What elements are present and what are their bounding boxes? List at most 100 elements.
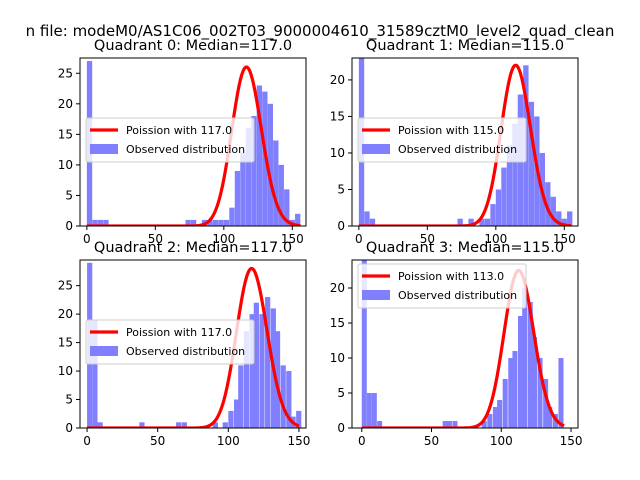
legend-swatch-observed [362,144,390,154]
histogram-bar [522,288,528,428]
histogram-bar [273,140,279,226]
histogram-bar [245,128,252,226]
subplot-title: Quadrant 2: Median=117.0 [94,240,292,256]
axes-frame [79,57,307,227]
x-tick-label: 150 [287,434,310,448]
histogram-bar [371,393,377,428]
histogram-bar [251,116,257,226]
histogram-bar [468,218,474,226]
x-tick-label: 100 [212,232,235,246]
histogram-bar [442,421,448,428]
x-tick-label: 0 [358,434,366,448]
x-tick-label: 150 [281,232,304,246]
histogram-bar [103,219,109,226]
y-tick-label: 25 [58,279,73,293]
histogram-bar [512,123,518,226]
histogram-bar [176,422,182,428]
histogram-bar [267,103,273,226]
y-tick-label: 20 [330,73,345,87]
histogram-bar [139,422,145,428]
histogram-bar [567,211,573,226]
y-tick-label: 15 [58,336,73,350]
histogram-bar [249,314,255,428]
histogram-bar [207,219,213,226]
histogram-bar [364,211,370,226]
histogram-bar [243,331,250,428]
subplot-title: Quadrant 0: Median=117.0 [94,38,292,54]
histogram-bar [286,371,292,428]
histogram-bar [561,218,567,226]
histogram-bar [218,219,224,226]
histogram-bar [479,218,485,226]
legend: Poission with 115.0 Observed distribution [357,117,527,163]
x-tick-label: 0 [355,232,363,246]
x-tick-label: 100 [490,434,513,448]
legend-label-poisson: Poission with 115.0 [398,124,504,137]
histogram-bar [512,351,518,428]
histogram-bar [545,182,551,226]
subplot-quadrant-1: 0 50 100 150 0 5 10 15 20 Quadrant 1: Median=115.… [330,38,579,246]
histogram-bar [492,407,498,428]
legend-box [85,117,255,163]
y-tick-label: 0 [65,219,73,233]
y-tick-label: 15 [58,127,73,141]
subplot-quadrant-3: 0 50 100 150 0 5 10 15 20 Quadrant 3: Median=115.… [330,240,583,448]
y-tick-label: 15 [330,109,345,123]
histogram-bar [361,260,367,428]
y-tick-label: 20 [58,97,73,111]
legend-label-observed: Observed distribution [126,345,245,358]
histogram-bar [181,422,187,428]
histogram-bar [487,414,493,428]
histogram-bar [240,152,246,226]
histogram-bar [501,167,507,226]
y-tick-label: 5 [65,393,73,407]
y-tick-label: 5 [337,182,345,196]
x-tick-label: 50 [424,434,439,448]
x-tick-label: 50 [148,232,163,246]
y-tick-label: 0 [337,219,345,233]
histogram-bar [527,302,533,428]
histogram-bar [497,400,503,428]
x-tick-label: 50 [420,232,435,246]
histogram-bar [228,410,234,428]
histogram-bar [537,358,543,428]
legend-label-poisson: Poission with 117.0 [126,326,232,339]
histogram-bar [278,164,284,226]
y-tick-label: 10 [330,351,345,365]
histogram-bar [558,358,564,428]
y-tick-label: 0 [65,421,73,435]
histogram-bar [229,207,235,226]
legend-swatch-observed [90,144,118,154]
histogram-bar [484,218,491,226]
x-tick-label: 50 [150,434,165,448]
histogram-bar [446,421,452,428]
histogram-bar [547,407,553,428]
y-tick-label: 0 [337,421,345,435]
y-tick-label: 10 [58,158,73,172]
y-tick-label: 25 [58,66,73,80]
subplot-quadrant-2: 0 50 100 150 0 5 10 15 20 25 Quadrant 2: Median=11… [58,240,311,448]
axes-frame [351,259,579,429]
histogram-bar [223,219,230,226]
histogram-bar [222,422,228,428]
histogram-bar [502,379,508,428]
figure-suptitle: n file: modeM0/AS1C06_002T03_9000004610_… [26,22,615,41]
histogram-bar [550,196,556,226]
histogram-bar [543,379,549,428]
histogram-bar [238,365,244,428]
legend-label-poisson: Poission with 113.0 [398,270,504,283]
subplot-title: Quadrant 3: Median=115.0 [366,240,564,256]
histogram-bar [377,421,383,428]
x-tick-label: 150 [560,434,583,448]
y-tick-label: 10 [58,364,73,378]
histogram-bar [295,213,301,226]
histogram-bar [92,319,98,428]
legend-label-observed: Observed distribution [126,143,245,156]
subplot-quadrant-0: 0 50 100 150 0 5 10 15 20 25 Quadrant 0: Median=11… [58,38,307,246]
histogram-bar [296,410,302,428]
y-tick-label: 20 [58,307,73,321]
y-tick-label: 5 [337,386,345,400]
legend-label-poisson: Poission with 117.0 [126,124,232,137]
legend: Poission with 117.0 Observed distribution [85,117,255,163]
